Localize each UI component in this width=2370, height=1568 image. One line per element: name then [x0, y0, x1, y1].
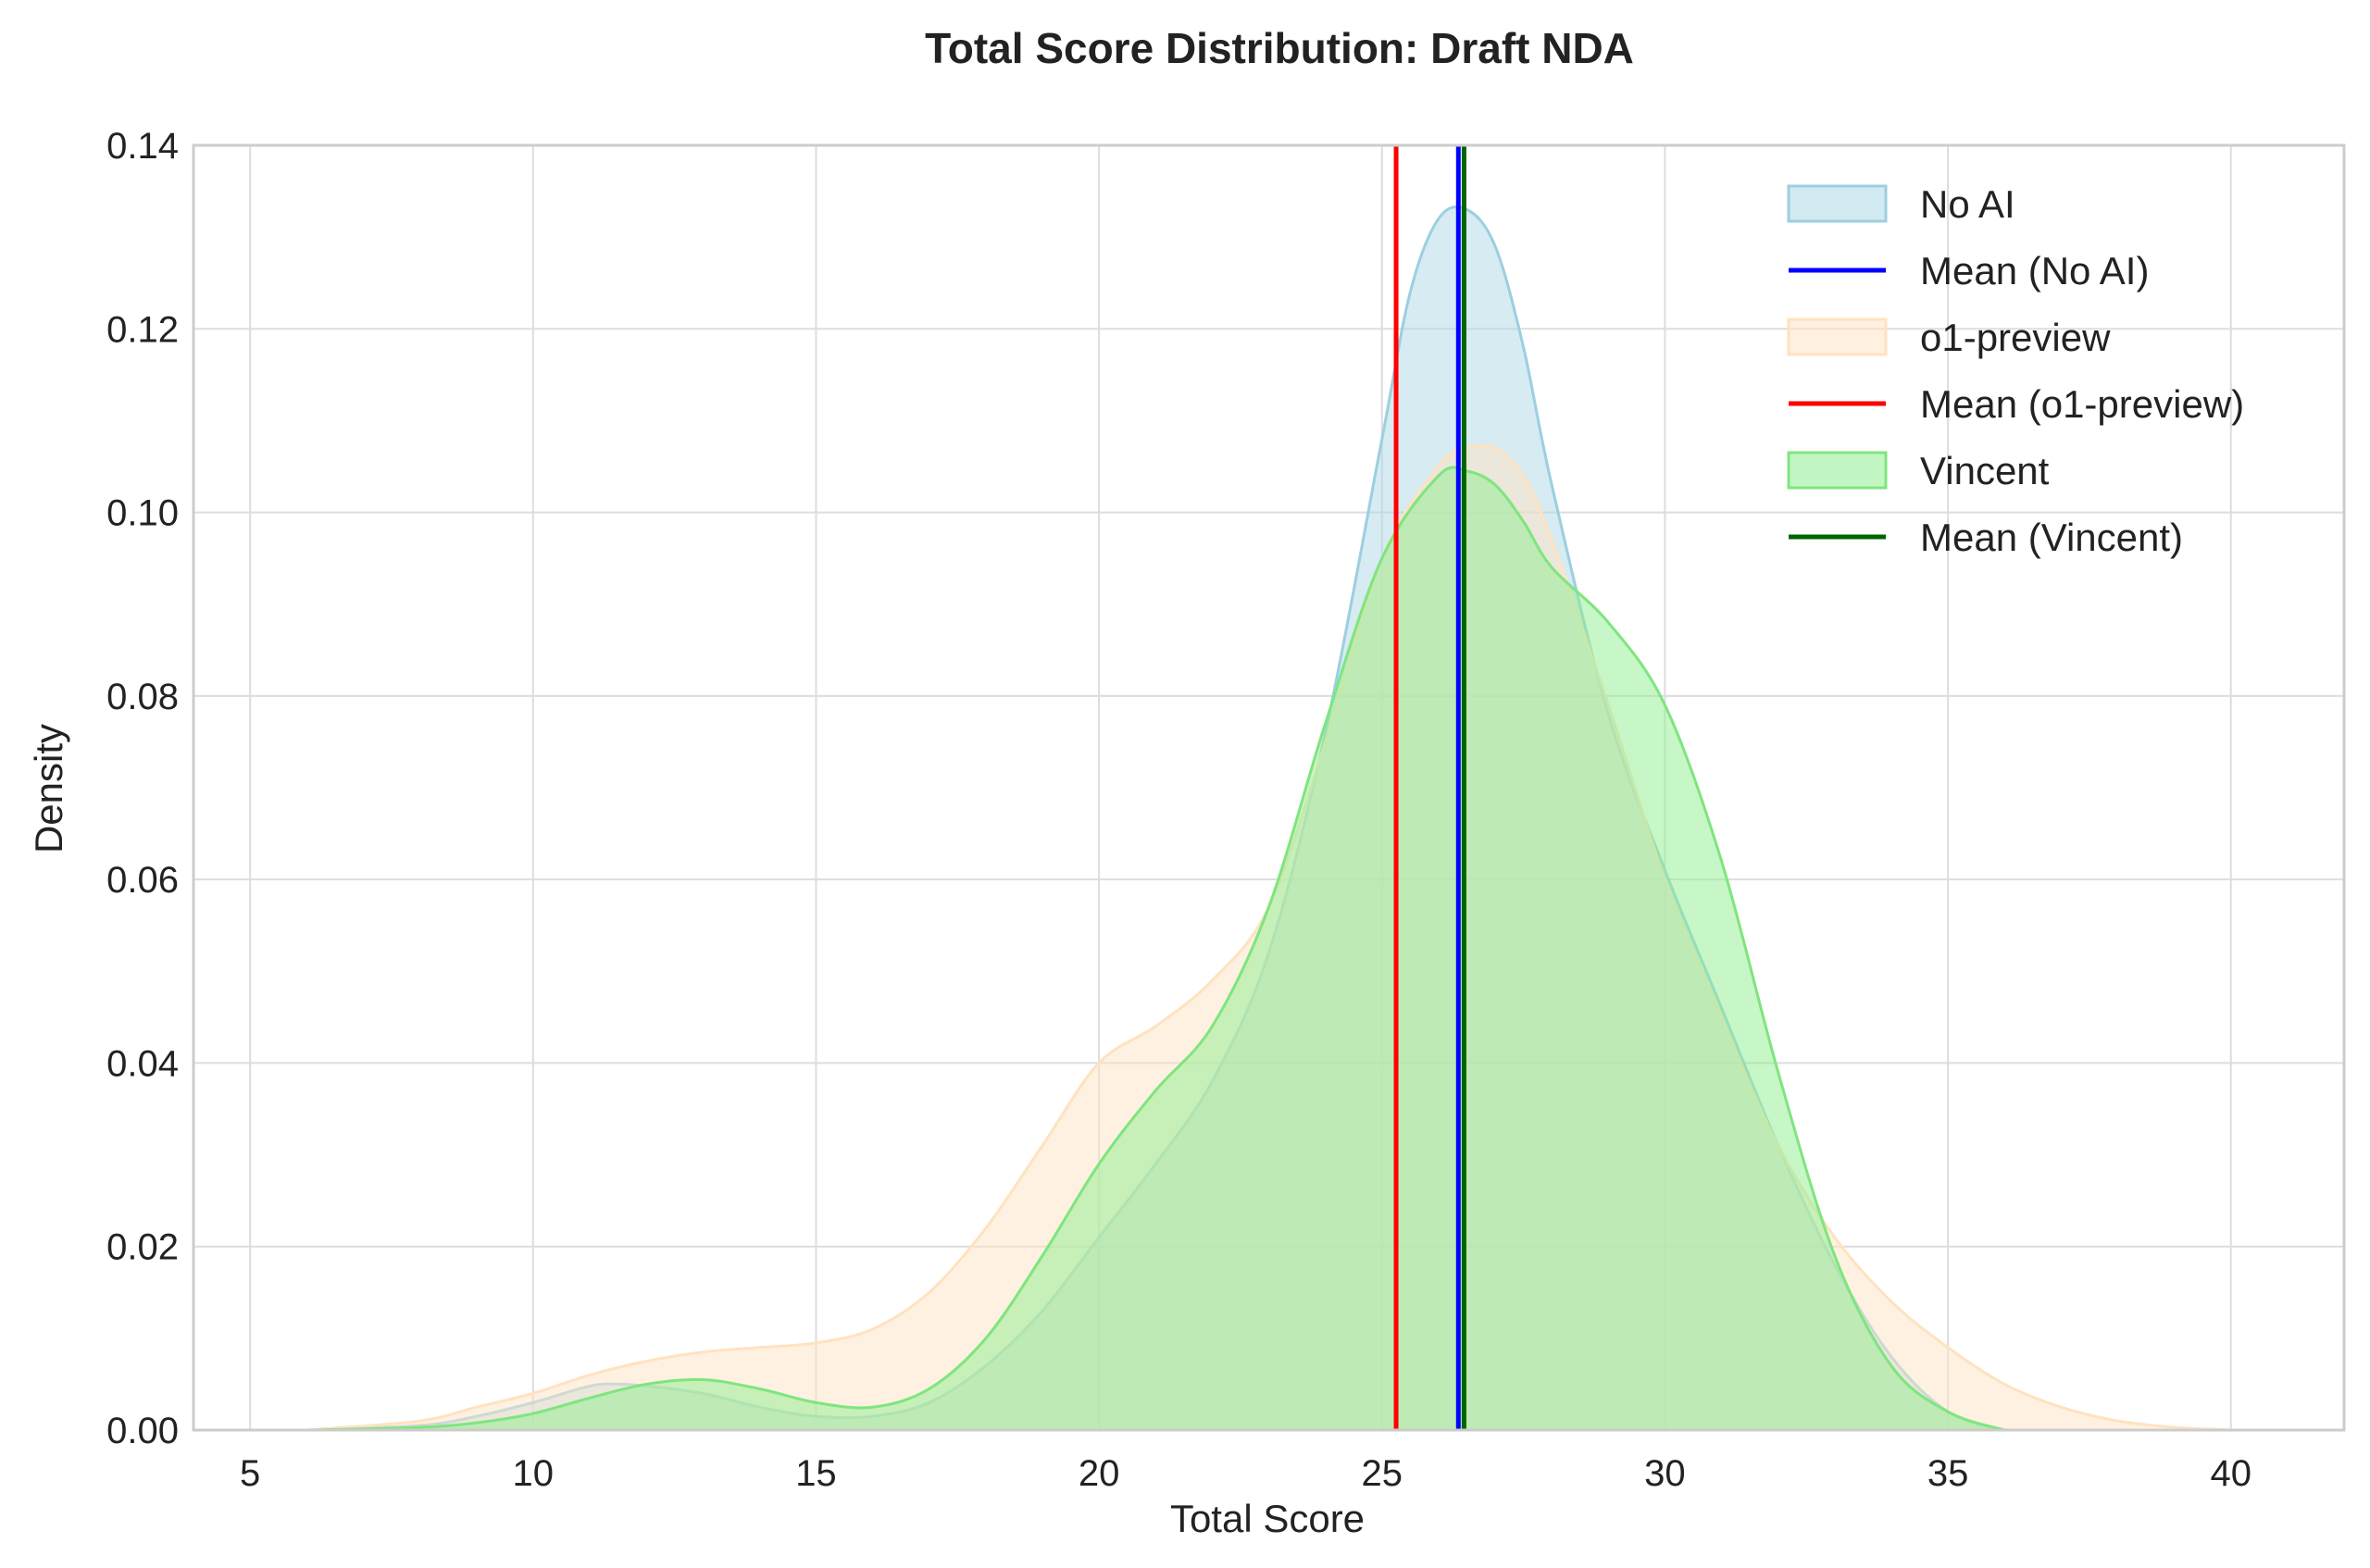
y-tick-label: 0.00: [106, 1411, 179, 1451]
x-tick-label: 20: [1079, 1453, 1120, 1494]
mean-lines: [1393, 145, 1466, 1430]
x-axis-label: Total Score: [1170, 1497, 1365, 1540]
density-curve-vincent: [306, 466, 2005, 1432]
x-tick-label: 15: [795, 1453, 837, 1494]
density-areas: [306, 205, 2231, 1432]
legend-swatch-o1-preview: [1787, 317, 1888, 356]
x-tick-label: 35: [1927, 1453, 1969, 1494]
legend: No AI Mean (No AI) o1-preview Mean (o1-prev…: [1787, 182, 2244, 559]
x-tick-labels: 5 10 15 20 25 30 35 40: [240, 1453, 2252, 1494]
y-tick-label: 0.02: [106, 1227, 179, 1268]
legend-label-vincent: Vincent: [1920, 449, 2050, 492]
x-tick-label: 5: [240, 1453, 260, 1494]
x-tick-label: 40: [2210, 1453, 2252, 1494]
y-tick-labels: 0.00 0.02 0.04 0.06 0.08 0.10 0.12 0.14: [106, 126, 179, 1451]
legend-label-mean-o1-preview-: Mean (o1-preview): [1920, 382, 2244, 426]
y-tick-label: 0.14: [106, 126, 179, 167]
density-area-vincent: [306, 467, 2005, 1430]
y-tick-label: 0.04: [106, 1043, 179, 1084]
y-tick-label: 0.06: [106, 860, 179, 901]
legend-swatch-vincent: [1787, 451, 1888, 490]
y-tick-label: 0.08: [106, 677, 179, 717]
legend-label-mean-vincent-: Mean (Vincent): [1920, 516, 2183, 559]
legend-swatch-no-ai: [1787, 184, 1888, 223]
legend-label-o1-preview: o1-preview: [1920, 316, 2111, 359]
axes-frame: [192, 143, 2346, 1432]
chart-title: Total Score Distribution: Draft NDA: [925, 24, 1634, 72]
y-axis-label: Density: [27, 724, 70, 853]
x-tick-label: 30: [1644, 1453, 1686, 1494]
y-tick-label: 0.12: [106, 309, 179, 350]
legend-label-no-ai: No AI: [1920, 182, 2015, 226]
x-tick-label: 10: [513, 1453, 555, 1494]
y-tick-label: 0.10: [106, 493, 179, 534]
x-tick-label: 25: [1362, 1453, 1403, 1494]
legend-label-mean-no-ai-: Mean (No AI): [1920, 249, 2149, 292]
plot-frame: [192, 143, 2346, 1432]
